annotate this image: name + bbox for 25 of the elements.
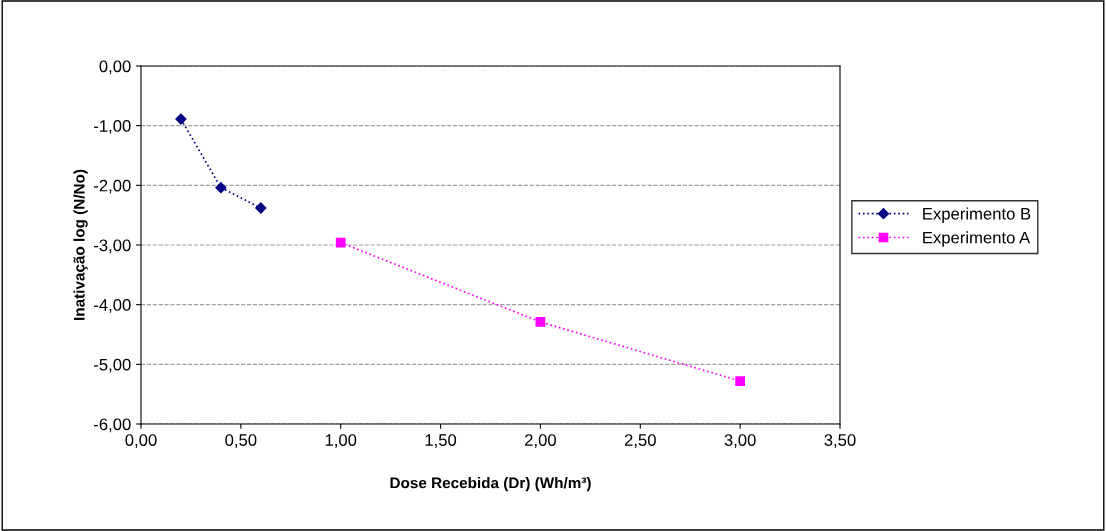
legend-label: Experimento A bbox=[923, 231, 1031, 247]
x-tick-label: 1,50 bbox=[425, 434, 457, 448]
x-tick-label: 2,00 bbox=[525, 434, 556, 448]
x-tick-label: 0,50 bbox=[225, 434, 257, 448]
x-tick-label: 2,50 bbox=[624, 434, 656, 448]
point bbox=[735, 376, 746, 386]
point bbox=[175, 113, 187, 125]
point bbox=[215, 182, 227, 194]
x-tick-label: 1,00 bbox=[325, 434, 357, 448]
x-tick-label: 3,50 bbox=[824, 434, 856, 448]
y-axis-title: Inativação log (N/No) bbox=[73, 169, 88, 320]
point bbox=[535, 317, 546, 327]
y-tick-label: -6,00 bbox=[94, 418, 131, 433]
legend-label: Experimento B bbox=[923, 207, 1031, 223]
x-axis-title: Dose Recebida (Dr) (Wh/m³) bbox=[390, 477, 591, 492]
x-tick-label: 0,00 bbox=[125, 434, 157, 448]
x-tick-label: 3,00 bbox=[724, 434, 756, 448]
y-tick-label: -2,00 bbox=[94, 179, 131, 194]
point bbox=[255, 202, 267, 214]
y-tick-label: -4,00 bbox=[94, 299, 131, 313]
point bbox=[335, 237, 346, 248]
y-tick-label: 0,00 bbox=[99, 60, 131, 75]
y-tick-label: -1,00 bbox=[94, 120, 131, 134]
y-tick-label: -3,00 bbox=[94, 239, 131, 254]
y-tick-label: -5,00 bbox=[94, 358, 131, 373]
